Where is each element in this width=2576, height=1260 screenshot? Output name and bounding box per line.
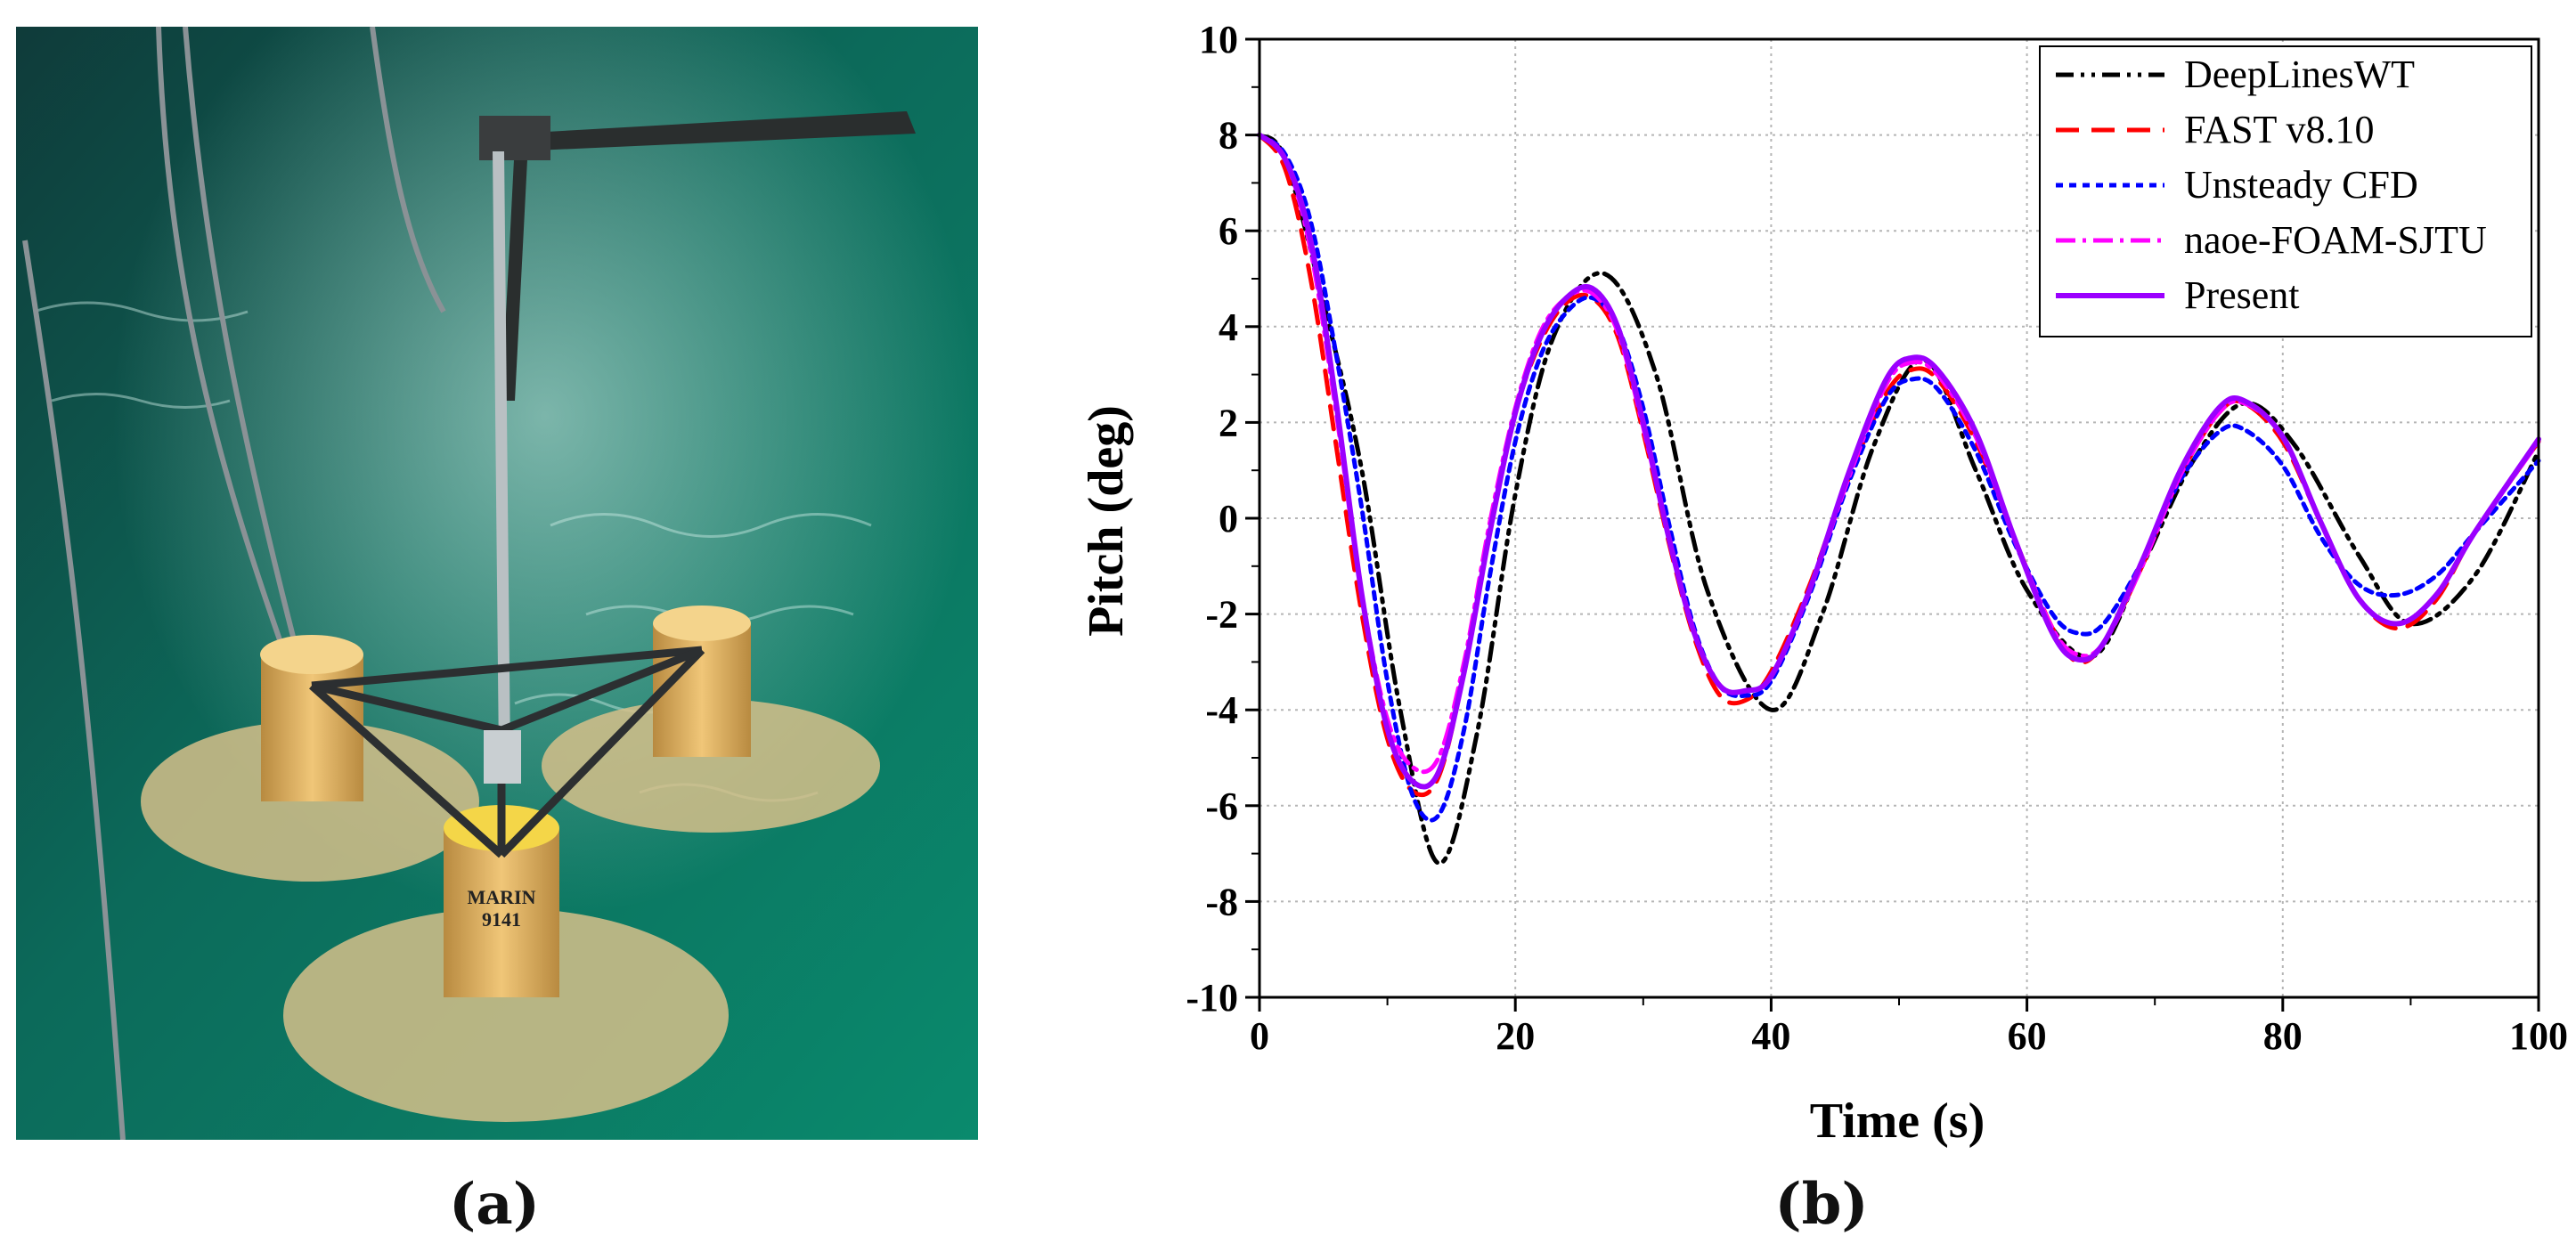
y-tick-label: 2: [1219, 401, 1238, 444]
y-tick-label: -6: [1205, 784, 1238, 828]
x-tick-label: 100: [2509, 1014, 2568, 1058]
y-tick-label: 0: [1219, 497, 1238, 541]
y-tick-label: 8: [1219, 114, 1238, 158]
instrument-cables: [22, 27, 446, 1140]
rotor-blade-lower: [501, 142, 528, 401]
legend-label: DeepLinesWT: [2184, 53, 2415, 96]
tick-layer: 0 20 40 60 80 100 -10 -8 -6 -4 -2 0 2 4 6 8 10: [1186, 18, 2568, 1058]
nacelle: [479, 116, 550, 160]
tower: [493, 151, 510, 757]
series-layer: [1257, 132, 2541, 866]
floating-platform-photo: MARIN 9141: [16, 27, 978, 1140]
panel-a-caption: (a): [448, 1171, 541, 1238]
legend-box: [2039, 45, 2532, 337]
y-tick-label: -4: [1205, 688, 1238, 732]
tower-base: [484, 730, 521, 784]
y-tick-label: 6: [1219, 209, 1238, 253]
x-axis-label: Time (s): [1810, 1093, 1985, 1149]
float-label-line1: MARIN: [468, 886, 536, 908]
legend-label: naoe-FOAM-SJTU: [2184, 218, 2487, 262]
x-tick-label: 60: [2008, 1014, 2047, 1058]
y-axis-label: Pitch (deg): [1079, 405, 1134, 637]
y-tick-label: -8: [1205, 880, 1238, 923]
x-tick-label: 20: [1496, 1014, 1535, 1058]
y-tick-label: -10: [1186, 976, 1238, 1020]
series-line-present: [1257, 132, 2541, 790]
series-line-unsteady-cfd: [1257, 133, 2541, 823]
x-tick-label: 40: [1751, 1014, 1790, 1058]
panel-b-caption: (b): [1774, 1171, 1869, 1238]
truss-braces: [309, 646, 705, 858]
x-tick-label: 0: [1250, 1014, 1269, 1058]
x-tick-label: 80: [2263, 1014, 2303, 1058]
y-tick-label: 4: [1219, 305, 1238, 349]
legend[interactable]: DeepLinesWT FAST v8.10 Unsteady CFD naoe-FO…: [2039, 45, 2532, 337]
y-tick-label: -2: [1205, 593, 1238, 637]
legend-label: FAST v8.10: [2184, 108, 2375, 151]
y-tick-label: 10: [1199, 18, 1238, 61]
legend-label: Present: [2184, 273, 2300, 317]
legend-label: Unsteady CFD: [2184, 163, 2418, 207]
rotor-blade: [515, 111, 916, 151]
float-label-line2: 9141: [482, 908, 521, 931]
